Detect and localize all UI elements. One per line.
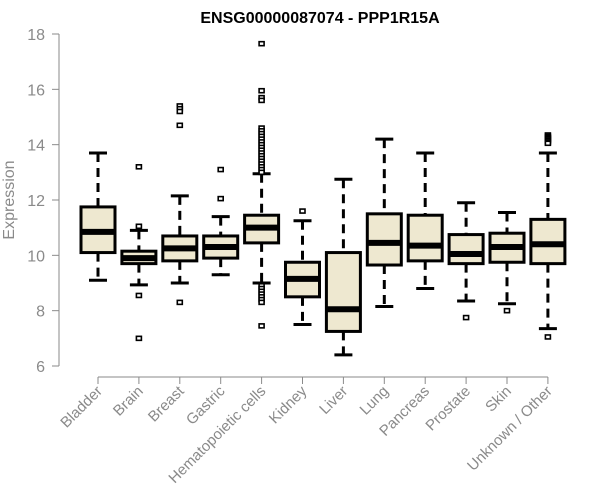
- x-tick-label: Kidney: [266, 382, 311, 427]
- outlier-point: [258, 169, 265, 176]
- iqr-box: [447, 233, 485, 266]
- outlier-point: [258, 87, 265, 94]
- outlier-point: [544, 334, 552, 340]
- x-tick-label: Prostate: [422, 383, 474, 435]
- iqr-box: [406, 213, 444, 263]
- x-tick-label: Lung: [357, 383, 393, 419]
- outlier-point: [258, 323, 265, 329]
- outlier-point: [176, 299, 184, 306]
- outlier-point: [258, 97, 265, 104]
- y-tick-label: 6: [36, 359, 45, 376]
- box-brain: [120, 164, 158, 342]
- box-breast: [161, 103, 199, 306]
- y-axis-label: Expression: [1, 160, 18, 239]
- outlier-point: [299, 208, 306, 214]
- x-tick-label: Liver: [316, 383, 351, 418]
- outlier-point: [176, 108, 184, 115]
- box-liver: [324, 177, 362, 357]
- boxes-group: [79, 40, 567, 357]
- x-tick-label: Skin: [482, 383, 515, 416]
- box-prostate: [447, 201, 485, 321]
- outlier-point: [135, 164, 143, 170]
- box-gastric: [202, 166, 240, 277]
- iqr-box: [324, 251, 362, 333]
- outlier-point: [258, 40, 265, 47]
- box-pancreas: [406, 151, 444, 291]
- outlier-point: [462, 314, 470, 321]
- box-skin: [488, 210, 526, 314]
- outlier-point: [135, 335, 143, 342]
- outlier-point: [258, 299, 265, 306]
- box-lung: [365, 137, 403, 309]
- y-tick-label: 8: [36, 304, 45, 321]
- y-tick-label: 16: [27, 82, 45, 99]
- y-tick-label: 14: [27, 138, 45, 155]
- outlier-point: [217, 195, 224, 202]
- x-tick-label: Breast: [145, 382, 188, 425]
- y-tick-label: 12: [27, 193, 45, 210]
- box-bladder: [79, 151, 117, 282]
- box-kidney: [284, 208, 321, 326]
- box-hematopoietic-cells: [243, 40, 281, 329]
- y-axis: 6 8 10 12 14 16 18: [27, 27, 60, 376]
- outlier-point: [135, 223, 143, 230]
- x-tick-label: Bladder: [57, 383, 106, 432]
- y-tick-label: 10: [27, 248, 45, 265]
- x-tick-label: Brain: [110, 383, 147, 420]
- outlier-point: [176, 122, 184, 129]
- outlier-point: [544, 140, 552, 147]
- outlier-point: [503, 307, 511, 314]
- outlier-point: [135, 292, 143, 299]
- y-tick-label: 18: [27, 27, 45, 44]
- outlier-point: [217, 166, 224, 173]
- box-unknown-other: [529, 132, 567, 340]
- iqr-box: [365, 212, 403, 267]
- chart-title: ENSG00000087074 - PPP1R15A: [200, 10, 440, 27]
